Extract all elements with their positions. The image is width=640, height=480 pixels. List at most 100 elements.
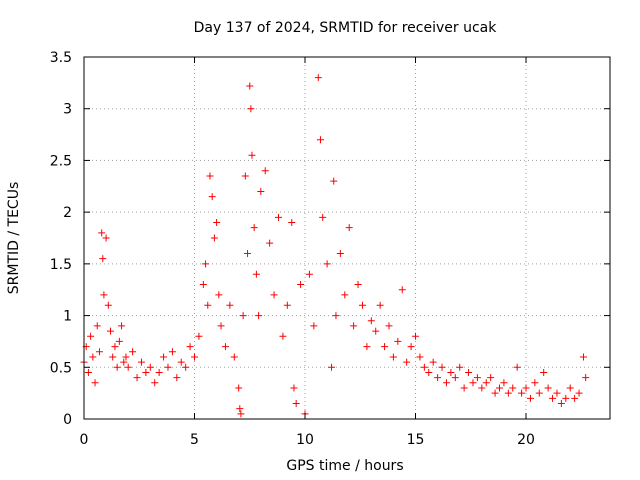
data-point xyxy=(447,368,455,376)
x-tick-label: 0 xyxy=(80,432,89,448)
data-point xyxy=(540,368,548,376)
data-point xyxy=(252,270,260,278)
data-point xyxy=(465,368,473,376)
data-point xyxy=(292,399,300,407)
data-point xyxy=(164,363,172,371)
data-point xyxy=(376,301,384,309)
data-point xyxy=(191,353,199,361)
data-point xyxy=(155,368,163,376)
data-point xyxy=(407,343,415,351)
data-point xyxy=(98,229,106,237)
data-point xyxy=(250,224,258,232)
data-point xyxy=(367,317,375,325)
data-point xyxy=(283,301,291,309)
data-point xyxy=(107,327,115,335)
data-point xyxy=(482,379,490,387)
data-point xyxy=(509,384,517,392)
data-point xyxy=(566,384,574,392)
data-point xyxy=(137,358,145,366)
data-point xyxy=(434,374,442,382)
data-point xyxy=(460,384,468,392)
data-point xyxy=(113,363,121,371)
data-point xyxy=(89,353,97,361)
data-point xyxy=(168,348,176,356)
data-point xyxy=(111,343,119,351)
axis-ticks: 0 0.5 1 1.5 2 2.5 3 3.5 0 5 10 15 20 xyxy=(50,50,610,448)
data-points xyxy=(80,74,590,418)
data-point xyxy=(230,353,238,361)
data-point xyxy=(389,353,397,361)
data-point xyxy=(279,332,287,340)
data-point xyxy=(372,327,380,335)
data-point xyxy=(429,358,437,366)
data-point xyxy=(336,250,344,258)
data-point xyxy=(363,343,371,351)
data-point xyxy=(255,312,263,320)
data-point xyxy=(118,322,126,330)
data-point xyxy=(257,187,265,195)
data-point xyxy=(316,136,324,144)
data-point xyxy=(246,82,254,90)
data-point xyxy=(557,399,565,407)
data-point xyxy=(394,337,402,345)
data-point xyxy=(186,343,194,351)
data-point xyxy=(403,358,411,366)
data-point xyxy=(160,353,168,361)
data-point xyxy=(504,389,512,397)
data-point xyxy=(95,348,103,356)
data-point xyxy=(332,312,340,320)
y-tick-label: 3.5 xyxy=(50,50,72,66)
data-point xyxy=(124,363,132,371)
data-point xyxy=(345,224,353,232)
data-point xyxy=(129,348,137,356)
data-point xyxy=(102,234,110,242)
data-point xyxy=(215,291,223,299)
data-point xyxy=(513,363,521,371)
data-point xyxy=(535,389,543,397)
data-point xyxy=(500,379,508,387)
data-point xyxy=(328,363,336,371)
x-tick-label: 15 xyxy=(407,432,425,448)
data-point xyxy=(314,74,322,82)
data-point xyxy=(100,291,108,299)
data-point xyxy=(217,322,225,330)
data-point xyxy=(173,374,181,382)
data-point xyxy=(133,374,141,382)
data-point xyxy=(244,250,252,258)
data-point xyxy=(241,172,249,180)
data-point xyxy=(297,281,305,289)
data-point xyxy=(473,374,481,382)
data-point xyxy=(549,394,557,402)
data-point xyxy=(151,379,159,387)
data-point xyxy=(182,363,190,371)
data-point xyxy=(544,384,552,392)
data-point xyxy=(142,368,150,376)
data-point xyxy=(115,337,123,345)
data-point xyxy=(451,374,459,382)
data-point xyxy=(425,368,433,376)
data-point xyxy=(266,239,274,247)
data-point xyxy=(341,291,349,299)
data-point xyxy=(305,270,313,278)
data-point xyxy=(270,291,278,299)
data-point xyxy=(87,332,95,340)
chart-title: Day 137 of 2024, SRMTID for receiver uca… xyxy=(194,20,498,36)
data-point xyxy=(206,172,214,180)
data-point xyxy=(579,353,587,361)
data-point xyxy=(104,301,112,309)
data-point xyxy=(274,213,282,221)
y-tick-label: 0 xyxy=(63,412,72,428)
data-point xyxy=(456,363,464,371)
y-tick-label: 2.5 xyxy=(50,153,72,169)
data-point xyxy=(237,410,245,418)
data-point xyxy=(478,384,486,392)
data-point xyxy=(582,374,590,382)
x-axis-label: GPS time / hours xyxy=(286,458,403,474)
data-point xyxy=(562,394,570,402)
data-point xyxy=(310,322,318,330)
data-point xyxy=(204,301,212,309)
x-tick-label: 10 xyxy=(296,432,314,448)
data-point xyxy=(518,389,526,397)
data-point xyxy=(202,260,210,268)
